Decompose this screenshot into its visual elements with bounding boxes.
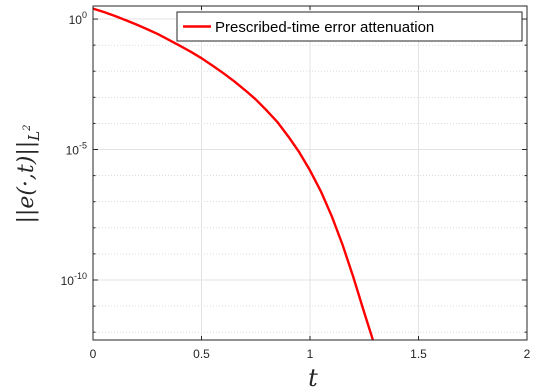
y-axis-label: ||e(·,t)||L2 [14, 124, 43, 223]
x-tick-label: 2 [524, 347, 531, 361]
y-axis-label-subscript: L [25, 131, 43, 142]
y-tick-labels: 100 10-5 10-10 [61, 10, 87, 288]
y-tick-label: 10-10 [61, 271, 87, 288]
legend-label: Prescribed-time error attenuation [215, 19, 434, 36]
legend-box [176, 11, 523, 42]
legend: Prescribed-time error attenuation [176, 11, 523, 42]
x-tick-label: 1.5 [410, 347, 427, 361]
x-axis-label: t [308, 364, 318, 392]
x-tick-label: 0 [90, 347, 97, 361]
x-tick-labels: 0 0.5 1 1.5 2 [90, 347, 531, 361]
series-line [92, 7, 375, 341]
y-tick-label: 100 [69, 10, 87, 27]
tick-marks [92, 6, 528, 340]
y-axis-label-main: ||e(·,t)|| [14, 141, 39, 224]
x-tick-label: 0.5 [193, 347, 210, 361]
y-axis-label-subscript-power: 2 [22, 124, 33, 131]
svg-text:||e(·,t)||L2: ||e(·,t)||L2 [14, 124, 43, 223]
series-layer [92, 7, 375, 341]
x-tick-label: 1 [307, 347, 314, 361]
y-tick-label: 10-5 [66, 141, 87, 158]
